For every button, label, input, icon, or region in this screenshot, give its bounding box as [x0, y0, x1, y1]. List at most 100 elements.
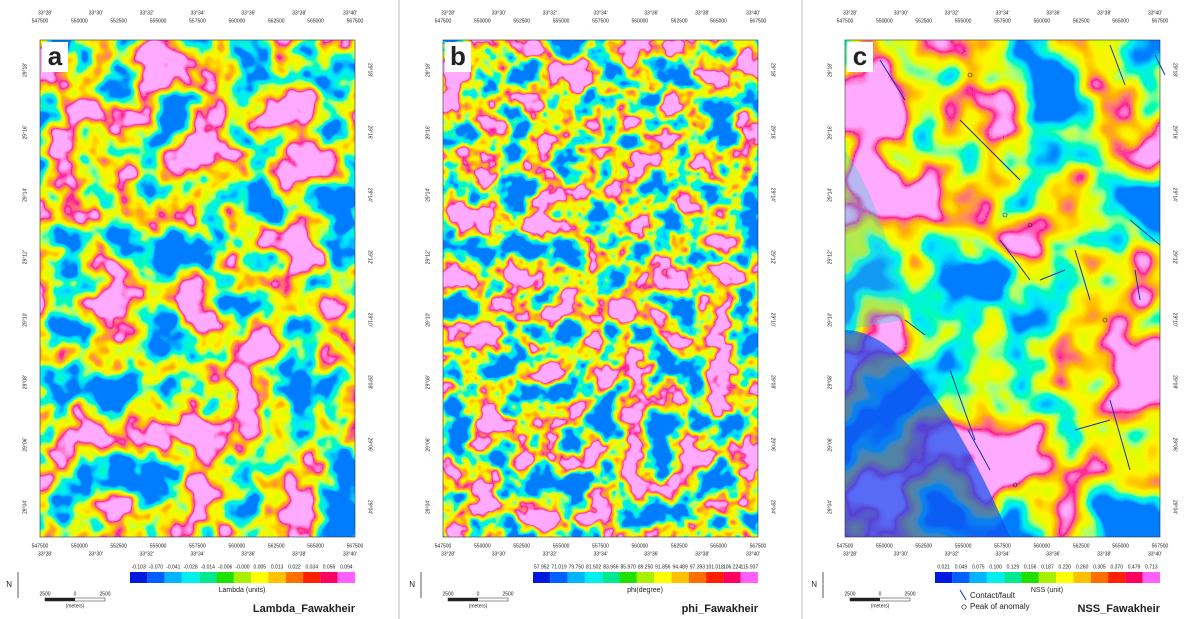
scale-bar [45, 598, 75, 601]
latitude-label: 29°08' [770, 375, 776, 389]
longitude-label: 33°34' [995, 10, 1009, 16]
colorbar-swatch [568, 572, 585, 583]
colorbar-swatch [286, 572, 303, 583]
easting-label: 557500 [592, 543, 609, 549]
colorbar-label: -0.028 [183, 564, 197, 570]
latitude-label: 29°08' [425, 375, 431, 389]
latitude-label: 29°06' [367, 438, 373, 452]
colorbar-swatch [952, 572, 969, 583]
longitude-label: 33°32' [945, 10, 959, 16]
latitude-label: 29°16' [827, 125, 833, 139]
longitude-label: 33°28' [441, 10, 455, 16]
colorbar-swatch [320, 572, 337, 583]
easting-label: 555000 [955, 543, 972, 549]
longitude-label: 33°36' [241, 10, 255, 16]
easting-label: 552500 [513, 18, 530, 24]
easting-label: 562500 [268, 543, 285, 549]
colorbar-label: 0.056 [323, 564, 336, 570]
scale-bar-label: 2500 [502, 591, 513, 597]
latitude-label: 29°06' [22, 437, 28, 451]
easting-label: 555000 [553, 18, 570, 24]
longitude-label: 33°30' [492, 10, 506, 16]
latitude-label: 29°06' [425, 437, 431, 451]
colorbar-swatch [130, 572, 147, 583]
longitude-label: 33°40' [343, 10, 357, 16]
colorbar-label: 83.966 [603, 564, 619, 570]
easting-label: 555000 [150, 18, 167, 24]
panel-label: a [48, 41, 63, 71]
colorbar-swatch [671, 572, 688, 583]
longitude-label: 33°32' [543, 551, 557, 557]
longitude-label: 33°38' [1097, 10, 1111, 16]
colorbar-swatch [689, 572, 706, 583]
colorbar-label: -0.041 [166, 564, 180, 570]
latitude-label: 29°12' [22, 250, 28, 264]
easting-label: 560000 [632, 18, 649, 24]
colorbar-label: 0.220 [1059, 564, 1072, 570]
easting-label: 565000 [710, 543, 727, 549]
colorbar-label: 0.305 [1093, 564, 1106, 570]
easting-label: 550000 [71, 18, 88, 24]
easting-label: 555000 [955, 18, 972, 24]
colorbar-label: 0.021 [937, 564, 950, 570]
longitude-label: 33°40' [1148, 551, 1162, 557]
latitude-label: 29°08' [827, 375, 833, 389]
latitude-label: 29°04' [770, 500, 776, 514]
colorbar-label: 0.034 [305, 564, 318, 570]
colorbar-swatch [251, 572, 268, 583]
latitude-label: 29°04' [827, 500, 833, 514]
latitude-label: 29°14' [827, 188, 833, 202]
latitude-label: 29°18' [425, 63, 431, 77]
colorbar-label: 91.856 [655, 564, 671, 570]
colorbar-swatch [602, 572, 619, 583]
easting-label: 560000 [632, 543, 649, 549]
colorbar-label: 101.018 [706, 564, 724, 570]
colorbar-swatch [1022, 572, 1039, 583]
colorbar-swatch [165, 572, 182, 583]
scale-bar-label: 2500 [39, 591, 50, 597]
colorbar-label: 0.370 [1110, 564, 1123, 570]
latitude-label: 29°10' [425, 313, 431, 327]
longitude-label: 33°32' [945, 551, 959, 557]
panel-title: Lambda_Fawakheir [253, 603, 356, 615]
latitude-label: 29°14' [22, 188, 28, 202]
longitude-label: 33°30' [492, 551, 506, 557]
colorbar-label: 57.952 [534, 564, 550, 570]
easting-label: 547500 [32, 543, 49, 549]
longitude-label: 33°30' [894, 10, 908, 16]
colorbar-label: 0.129 [1007, 564, 1020, 570]
longitude-label: 33°28' [843, 10, 857, 16]
easting-label: 567500 [1152, 543, 1169, 549]
legend-fault: Contact/fault [970, 591, 1016, 600]
scale-bar-label: 0 [477, 591, 480, 597]
latitude-label: 29°06' [1172, 438, 1178, 452]
colorbar-swatch [550, 572, 567, 583]
scale-bar [850, 598, 880, 601]
colorbar-label: 0.100 [989, 564, 1002, 570]
longitude-label: 33°40' [746, 10, 760, 16]
colorbar-label: 89.250 [638, 564, 654, 570]
colorbar-label: 0.075 [972, 564, 985, 570]
latitude-label: 29°12' [770, 250, 776, 264]
latitude-label: 29°14' [1172, 188, 1178, 202]
easting-label: 557500 [189, 18, 206, 24]
scale-bar-label: 2500 [904, 591, 915, 597]
easting-label: 565000 [1112, 18, 1129, 24]
easting-label: 560000 [229, 543, 246, 549]
colorbar-swatch [147, 572, 164, 583]
easting-label: 552500 [915, 543, 932, 549]
latitude-label: 29°14' [367, 188, 373, 202]
latitude-label: 29°10' [770, 313, 776, 327]
colorbar-label: 0.022 [288, 564, 301, 570]
latitude-label: 29°12' [1172, 250, 1178, 264]
longitude-label: 33°32' [543, 10, 557, 16]
easting-label: 552500 [110, 543, 127, 549]
easting-label: 567500 [1152, 18, 1169, 24]
latitude-label: 29°06' [770, 438, 776, 452]
colorbar-label: 0.260 [1076, 564, 1089, 570]
easting-label: 560000 [1034, 18, 1051, 24]
colorbar-swatch [654, 572, 671, 583]
easting-label: 557500 [994, 543, 1011, 549]
colorbar-swatch [199, 572, 216, 583]
north-label: N [6, 580, 12, 589]
